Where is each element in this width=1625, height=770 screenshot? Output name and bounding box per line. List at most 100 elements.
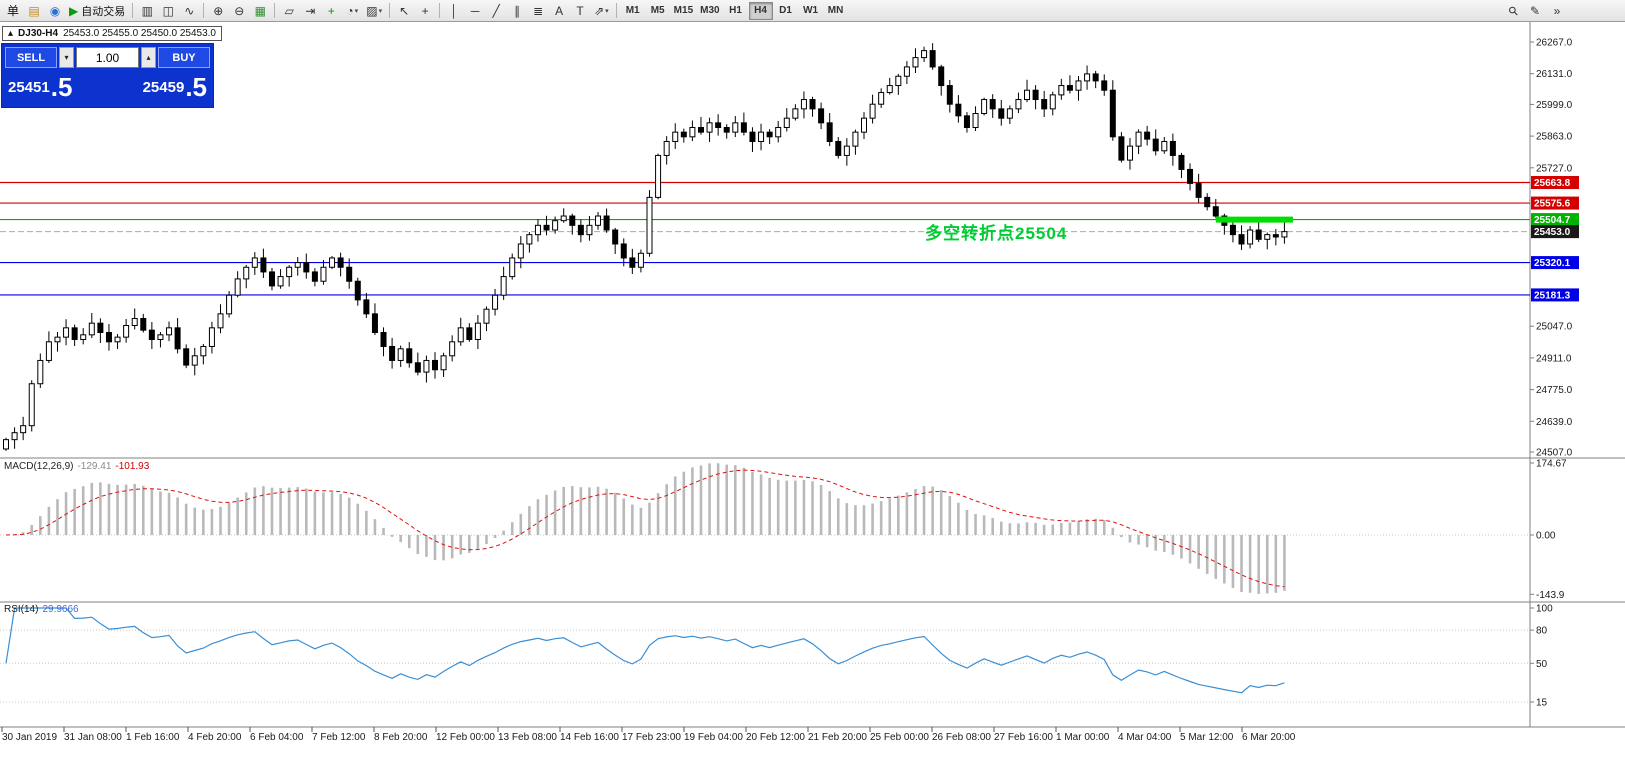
help-icon-button[interactable]: ◉ (45, 2, 65, 20)
timeframe-h4-button[interactable]: H4 (748, 1, 773, 20)
candle-body (1255, 229, 1262, 240)
candle-body (183, 348, 190, 366)
candle-body (715, 122, 722, 128)
cursor-button[interactable]: ↖ (394, 2, 414, 20)
candle-body (123, 325, 130, 338)
timeframe-h1-button[interactable]: H1 (724, 2, 748, 20)
tile-windows-icon: ▦ (254, 3, 266, 18)
sell-price[interactable]: 25451 .5 (8, 68, 72, 104)
vertical-line-icon: │ (450, 3, 458, 18)
sell-price-frac: .5 (50, 72, 73, 102)
candle-body (3, 439, 9, 450)
candle-body (1024, 89, 1031, 101)
candle-body (835, 140, 842, 156)
candle-body (1101, 80, 1108, 91)
timeframe-mn-button[interactable]: MN (824, 2, 848, 20)
rsi-indicator-label: RSI(14) 29.9666 (4, 604, 83, 615)
price-badge (1531, 196, 1579, 210)
chart-shift-button[interactable]: ⇥ (300, 2, 320, 20)
crosshair-button[interactable]: + (415, 2, 435, 20)
sell-price-main: 25451 (8, 79, 50, 96)
candlestick-icon: ◫ (162, 3, 174, 18)
candle-body (620, 243, 627, 259)
chart-shift-icon: ⇥ (305, 3, 316, 18)
candle-body (105, 331, 112, 343)
timeframe-m15-button[interactable]: M15 (671, 2, 696, 20)
price-badge (1531, 288, 1579, 302)
fibonacci-button[interactable]: ≣ (528, 2, 548, 20)
time-axis-label: 20 Feb 12:00 (746, 732, 805, 743)
crosshair-icon: + (421, 3, 429, 18)
timeframe-m5-button[interactable]: M5 (646, 2, 670, 20)
candle-body (706, 122, 713, 133)
candle-body (878, 92, 885, 105)
trendline-button[interactable]: ╱ (486, 2, 506, 20)
time-axis-label: 13 Feb 08:00 (498, 732, 557, 743)
candle-body (483, 308, 490, 324)
candle-body (1264, 234, 1271, 240)
price-chart[interactable]: 26267.0 26131.0 25999.0 25863.0 25727.0 25047… (0, 22, 1625, 770)
price-axis-label: 25047.0 (1536, 322, 1573, 333)
time-axis-label: 5 Mar 12:00 (1180, 732, 1234, 743)
zoom-in-button[interactable]: ⊕ (208, 2, 228, 20)
chart-window-title: ▴ DJ30-H4 25453.0 25455.0 25450.0 25453.… (2, 26, 222, 41)
candle-body (809, 99, 816, 110)
periods-button[interactable]: ◔ ▾ (342, 2, 362, 20)
text-label-icon: T (576, 3, 584, 18)
candle-body (963, 115, 970, 128)
tile-windows-button[interactable]: ▦ (250, 2, 270, 20)
candle-body (826, 122, 833, 142)
time-axis-label: 21 Feb 20:00 (808, 732, 867, 743)
timeframe-m30-button[interactable]: M30 (697, 2, 722, 20)
shapes-button[interactable]: ⇗ ▾ (591, 2, 612, 20)
chart-symbol-timeframe: DJ30-H4 (18, 28, 59, 39)
candle-body (526, 234, 533, 245)
candle-body (998, 108, 1005, 119)
timeframe-w1-button[interactable]: W1 (799, 2, 823, 20)
arrange-windows-button[interactable]: ▱ (279, 2, 299, 20)
horizontal-line-button[interactable]: ─ (465, 2, 485, 20)
volume-decrease-button[interactable]: ▾ (59, 47, 74, 68)
toolbar-separator (274, 3, 276, 18)
sell-button[interactable]: SELL (5, 47, 57, 68)
price-badge (1531, 256, 1579, 270)
candlestick-button[interactable]: ◫ (158, 2, 178, 20)
candle-body (380, 331, 387, 347)
terminal-icon-button[interactable]: ▤ (24, 2, 44, 20)
candle-body (1272, 234, 1279, 238)
buy-price[interactable]: 25459 .5 (143, 68, 207, 104)
candle-body (1049, 94, 1056, 110)
line-chart-button[interactable]: ∿ (179, 2, 199, 20)
candle-body (1058, 85, 1065, 96)
candle-body (1032, 89, 1039, 101)
candle-body (311, 271, 318, 282)
candle-body (1092, 73, 1099, 82)
volume-input[interactable] (76, 47, 139, 68)
pivot-annotation[interactable]: 多空转折点25504 (925, 224, 1068, 243)
text-button[interactable]: A (549, 2, 569, 20)
bar-chart-button[interactable]: ▥ (137, 2, 157, 20)
volume-increase-button[interactable]: ▴ (141, 47, 156, 68)
candle-body (423, 359, 430, 373)
symbol-search-button[interactable]: ⚲ (1503, 2, 1523, 20)
candle-body (603, 215, 610, 231)
channel-button[interactable]: ∥ (507, 2, 527, 20)
timeframe-d1-button[interactable]: D1 (774, 2, 798, 20)
candle-body (88, 322, 95, 336)
candle-body (921, 50, 928, 59)
autotrade-button[interactable]: ▶ 自动交易 (66, 2, 128, 20)
candle-body (672, 131, 679, 142)
buy-button[interactable]: BUY (158, 47, 210, 68)
templates-button[interactable]: ▨ ▾ (363, 2, 385, 20)
toolbar-overflow-button[interactable]: » (1547, 2, 1567, 20)
vertical-line-button[interactable]: │ (444, 2, 464, 20)
edit-chart-button[interactable]: ✎ (1525, 2, 1545, 20)
indicators-button[interactable]: + (321, 2, 341, 20)
timeframe-m1-button[interactable]: M1 (621, 2, 645, 20)
text-label-button[interactable]: T (570, 2, 590, 20)
new-order-button[interactable]: 单 (3, 2, 23, 20)
candle-body (637, 252, 644, 268)
zoom-out-button[interactable]: ⊖ (229, 2, 249, 20)
time-axis-label: 27 Feb 16:00 (994, 732, 1053, 743)
candle-body (337, 257, 344, 268)
